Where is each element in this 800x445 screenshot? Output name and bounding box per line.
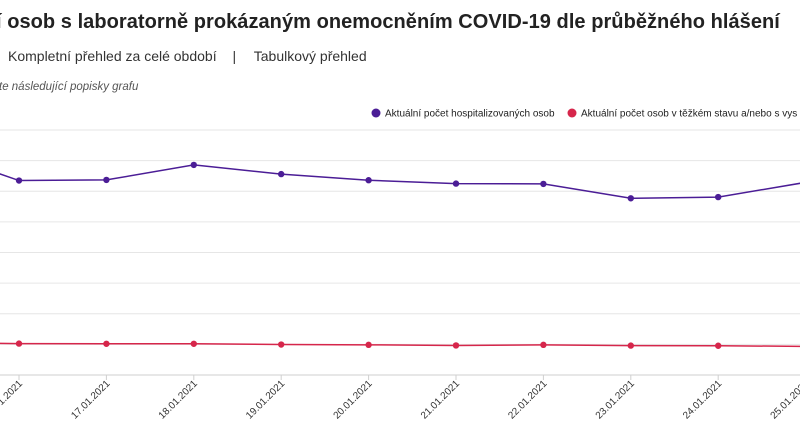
legend-label: Aktuální počet osob v těžkém stavu a/neb… <box>581 109 797 120</box>
data-point[interactable] <box>103 176 110 184</box>
x-tick-label: 22.01.2021 <box>506 378 549 421</box>
series-line <box>0 164 800 200</box>
grid-lines <box>0 129 800 376</box>
data-point[interactable] <box>15 177 23 184</box>
data-point[interactable] <box>627 342 634 349</box>
table-overview-link[interactable]: Tabulkový přehled <box>253 48 367 64</box>
view-links: Kompletní přehled za celé období | Tabul… <box>8 48 367 64</box>
data-point[interactable] <box>540 180 547 188</box>
x-tick-label: 19.01.2021 <box>244 378 287 421</box>
legend-item[interactable]: Aktuální počet osob v těžkém stavu a/neb… <box>567 108 798 120</box>
data-point[interactable] <box>540 341 547 349</box>
x-tick-label: 18.01.2021 <box>157 378 200 421</box>
chart-hint: te následující popisky grafu <box>0 81 139 93</box>
link-separator: | <box>232 48 237 64</box>
x-tick-label: 24.01.2021 <box>681 378 724 421</box>
legend-label: Aktuální počet hospitalizovaných osob <box>385 109 555 120</box>
legend-marker <box>567 108 577 118</box>
chart-title: í osob s laboratorně prokázaným onemocně… <box>0 11 780 33</box>
data-point[interactable] <box>452 342 460 349</box>
data-point[interactable] <box>715 193 722 201</box>
x-tick-label: 25.01.2021 <box>769 378 800 421</box>
data-point[interactable] <box>365 177 372 184</box>
x-tick-label: 21.01.2021 <box>419 378 462 421</box>
series-points <box>15 161 722 349</box>
data-point[interactable] <box>452 180 460 187</box>
series-lines <box>0 164 800 348</box>
data-point[interactable] <box>15 340 23 347</box>
data-point[interactable] <box>365 341 372 349</box>
legend: Aktuální počet hospitalizovaných osob Akt… <box>371 108 798 120</box>
x-tick-label: .01.2021 <box>0 378 25 414</box>
x-tick-label: 17.01.2021 <box>69 378 112 421</box>
x-axis-ticks: .01.2021 17.01.2021 18.01.2021 19.01.2021 20… <box>0 375 800 422</box>
data-point[interactable] <box>715 342 722 349</box>
data-point[interactable] <box>627 195 634 202</box>
x-tick-label: 20.01.2021 <box>332 378 375 421</box>
x-tick-label: 23.01.2021 <box>594 378 637 421</box>
legend-item[interactable]: Aktuální počet hospitalizovaných osob <box>371 108 555 120</box>
data-point[interactable] <box>190 340 197 347</box>
data-point[interactable] <box>103 340 110 347</box>
data-point[interactable] <box>278 170 285 178</box>
legend-marker <box>371 108 381 118</box>
data-point[interactable] <box>278 341 285 348</box>
full-overview-link[interactable]: Kompletní přehled za celé období <box>8 48 217 64</box>
data-point[interactable] <box>190 161 197 169</box>
